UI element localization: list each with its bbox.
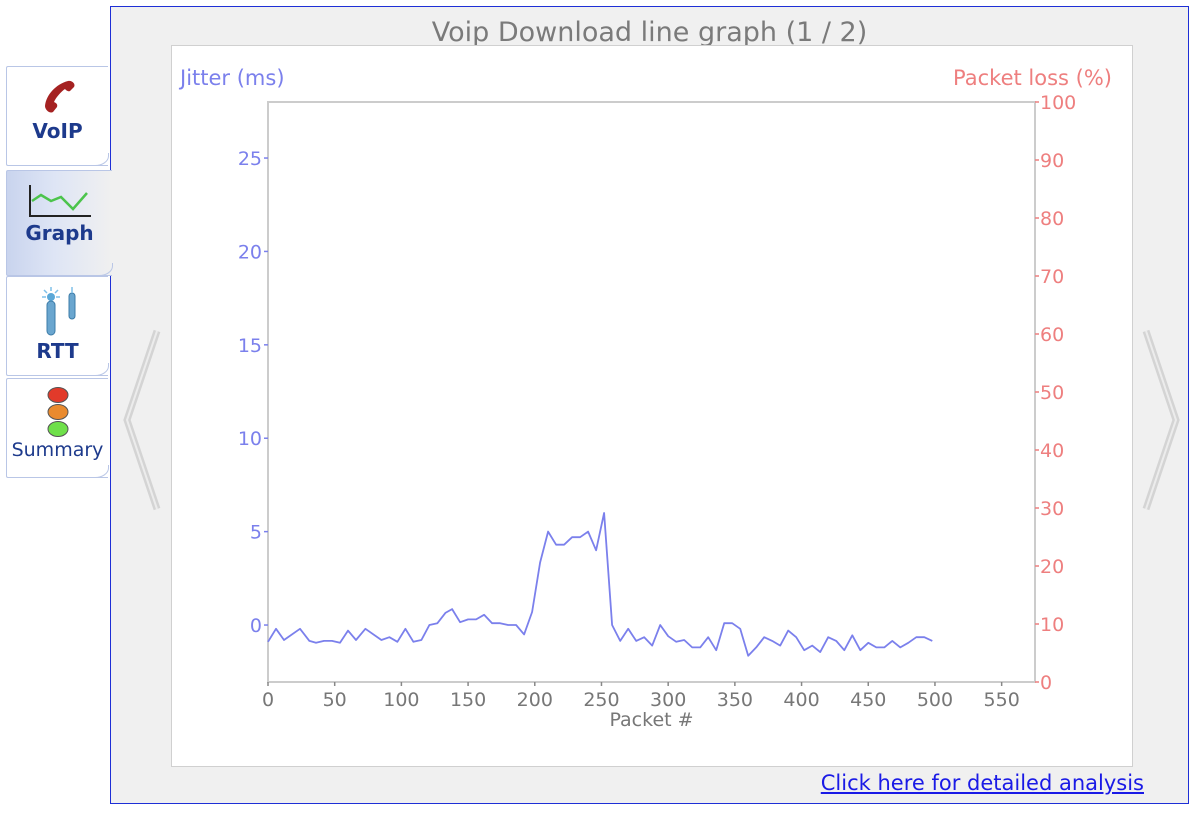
x-tick-label: 500 [917, 689, 953, 711]
jitter-tick-label: 20 [238, 241, 262, 263]
chart-card: Jitter (ms) Packet loss (%) 0 5 10 15 20 25 0 1… [171, 45, 1133, 767]
plot-frame [267, 101, 1036, 683]
jitter-tick-label: 25 [238, 148, 262, 170]
previous-graph-arrow[interactable] [119, 325, 165, 515]
tab-rtt[interactable]: RTT [6, 276, 109, 376]
x-tick-label: 100 [383, 689, 419, 711]
x-tick-label: 450 [850, 689, 886, 711]
packet-loss-tick-label: 20 [1040, 556, 1064, 578]
x-tick-label: 550 [984, 689, 1020, 711]
panel-title: Voip Download line graph (1 / 2) [431, 17, 868, 48]
packet-loss-tick-label: 60 [1040, 324, 1064, 346]
x-tick-label: 250 [583, 689, 619, 711]
x-tick-label: 350 [717, 689, 753, 711]
jitter-tick-label: 5 [250, 522, 262, 544]
jitter-tick-label: 0 [250, 615, 262, 637]
x-tick-label: 0 [262, 689, 274, 711]
x-tick-label: 50 [323, 689, 347, 711]
detailed-analysis-link[interactable]: Click here for detailed analysis [820, 771, 1144, 795]
packet-loss-tick-label: 90 [1040, 150, 1064, 172]
tab-voip-label: VoIP [32, 119, 83, 143]
jitter-tick-label: 10 [238, 428, 262, 450]
graph-panel: Voip Download line graph (1 / 2) Jitter … [110, 6, 1189, 804]
x-tick-label: 200 [517, 689, 553, 711]
x-tick-label: 300 [650, 689, 686, 711]
tab-graph[interactable]: Graph [6, 170, 113, 276]
antenna-icon [41, 287, 75, 336]
packet-loss-tick-label: 0 [1040, 672, 1052, 694]
jitter-series-line [267, 512, 933, 657]
line-graph-icon [28, 185, 91, 217]
packet-loss-tick-label: 40 [1040, 440, 1064, 462]
phone-icon [44, 80, 75, 113]
jitter-axis-title: Jitter (ms) [180, 66, 285, 90]
packet-loss-tick-label: 50 [1040, 382, 1064, 404]
next-graph-arrow[interactable] [1138, 325, 1184, 515]
tab-rtt-label: RTT [36, 339, 79, 363]
tab-voip[interactable]: VoIP [6, 66, 109, 166]
packet-loss-tick-label: 100 [1040, 92, 1076, 114]
tab-graph-label: Graph [25, 221, 94, 245]
x-axis-title: Packet # [609, 709, 693, 731]
traffic-light-icon [47, 387, 68, 437]
packet-loss-tick-label: 70 [1040, 266, 1064, 288]
packet-loss-axis-title: Packet loss (%) [953, 66, 1112, 90]
packet-loss-tick-label: 30 [1040, 498, 1064, 520]
tab-summary[interactable]: Summary [6, 378, 109, 478]
packet-loss-tick-label: 10 [1040, 614, 1064, 636]
packet-loss-tick-label: 80 [1040, 208, 1064, 230]
jitter-tick-label: 15 [238, 335, 262, 357]
x-tick-label: 150 [450, 689, 486, 711]
x-tick-label: 400 [783, 689, 819, 711]
tab-summary-label: Summary [11, 439, 104, 461]
